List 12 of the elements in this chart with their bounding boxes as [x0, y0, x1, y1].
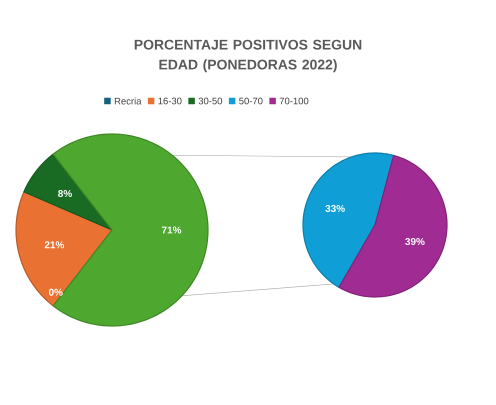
legend-label: Recria	[114, 98, 142, 104]
data-label: 21%	[44, 241, 64, 248]
text: 0%	[48, 288, 63, 296]
data-label: 33%	[325, 204, 345, 212]
chart-title: PORCENTAJE POSITIVOS SEGUN EDAD (PONEDORAS 2022)	[134, 40, 362, 72]
data-label: 71%	[162, 226, 182, 234]
legend-label: 70-100	[280, 98, 308, 104]
legend-label: 30-50	[198, 98, 222, 104]
legend-label: 16-30	[158, 98, 182, 104]
legend-label: 50-70	[239, 98, 263, 104]
data-label: 39%	[405, 238, 425, 246]
data-label: 8%	[58, 190, 72, 198]
